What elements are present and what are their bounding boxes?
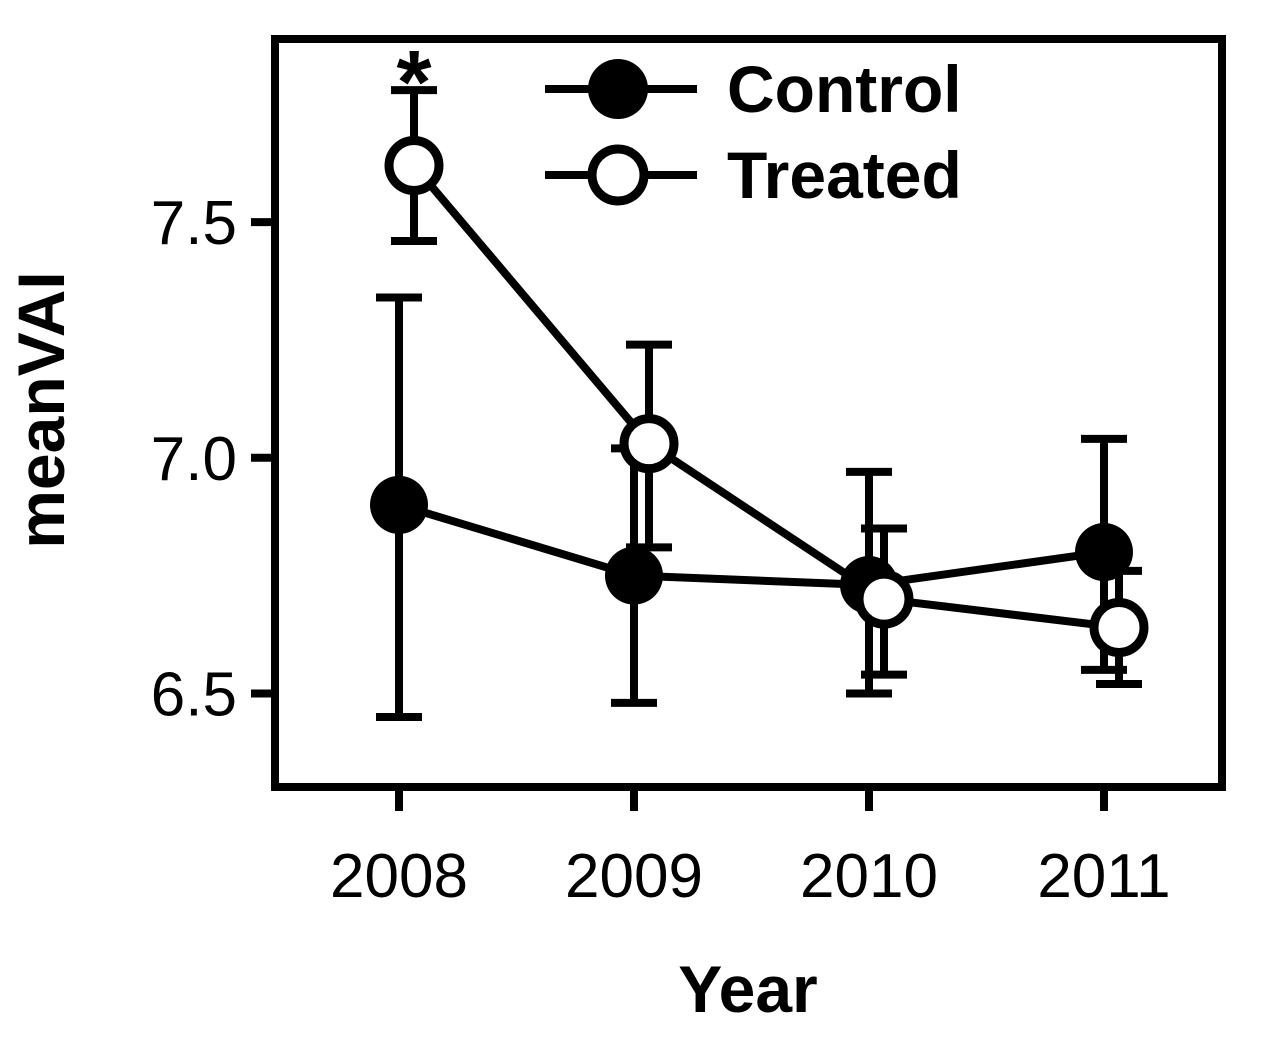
- legend-control-label: Control: [727, 52, 962, 126]
- point-treated-2011: [1089, 597, 1149, 657]
- legend-treated-marker-icon: [587, 144, 649, 206]
- point-control-2009: [605, 546, 663, 605]
- legend: Control Treated: [545, 52, 962, 212]
- significance-asterisk: *: [396, 33, 431, 133]
- axis-layer: 7.5 7.0 6.5 2008 2009 2010 2011: [151, 189, 1171, 911]
- x-tick-label-2011: 2011: [1037, 842, 1170, 911]
- legend-control-marker-icon: [588, 59, 648, 119]
- series-line-control: [397, 501, 1105, 590]
- plot-border: [271, 35, 1226, 791]
- point-treated-2009: [619, 414, 679, 474]
- y-tick-label-6.5: 6.5: [151, 660, 237, 729]
- series-line-treated: [410, 162, 1120, 632]
- y-tick-label-7.0: 7.0: [151, 425, 237, 494]
- x-tick-label-2009: 2009: [565, 842, 703, 911]
- y-tick-label-7.5: 7.5: [151, 189, 237, 258]
- y-axis-title: meanVAI: [4, 271, 78, 549]
- point-treated-2008: [384, 136, 444, 196]
- x-axis-title: Year: [678, 952, 817, 1026]
- point-treated-2010: [854, 569, 914, 629]
- x-tick-label-2008: 2008: [330, 842, 468, 911]
- legend-treated-label: Treated: [727, 138, 962, 212]
- data-layer: [370, 86, 1149, 722]
- point-control-2011: [1075, 523, 1133, 582]
- point-control-2008: [370, 475, 428, 534]
- x-tick-label-2010: 2010: [800, 842, 938, 911]
